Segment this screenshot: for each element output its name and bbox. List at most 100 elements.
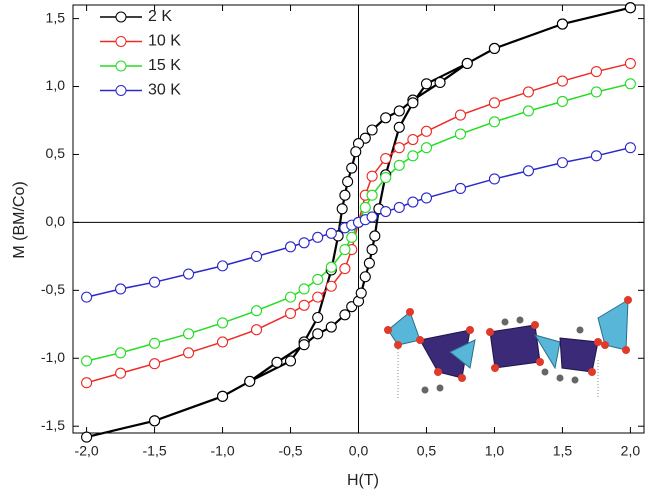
x-tick-label: -1,5 [143, 443, 167, 459]
data-point [299, 340, 309, 350]
y-tick-label: -1,5 [41, 417, 65, 433]
data-point [116, 348, 126, 358]
data-point [326, 322, 336, 332]
data-point [82, 378, 92, 388]
data-point [367, 125, 377, 135]
data-point [625, 3, 635, 13]
data-point [394, 202, 404, 212]
data-point [286, 308, 296, 318]
y-axis-title: M (BM/Co) [11, 181, 28, 258]
y-tick-label: 0,5 [46, 145, 66, 161]
data-point [625, 143, 635, 153]
data-point [394, 122, 404, 132]
data-point [421, 193, 431, 203]
data-point [557, 76, 567, 86]
data-point [557, 19, 567, 29]
data-point [462, 58, 472, 68]
data-point [394, 143, 404, 153]
data-point [218, 337, 228, 347]
data-point [455, 183, 465, 193]
x-axis-title: H(T) [347, 472, 379, 489]
data-point [408, 135, 418, 145]
data-point [489, 98, 499, 108]
data-point [408, 98, 418, 108]
data-point [184, 348, 194, 358]
data-point [150, 416, 160, 426]
data-point [299, 238, 309, 248]
data-point [150, 359, 160, 369]
data-point [489, 43, 499, 53]
data-point [408, 197, 418, 207]
legend-marker [116, 86, 126, 96]
data-point [286, 242, 296, 252]
data-point [184, 269, 194, 279]
y-tick-label: 0,0 [46, 213, 66, 229]
data-point [116, 368, 126, 378]
data-point [82, 356, 92, 366]
data-point [591, 67, 601, 77]
data-point [326, 281, 336, 291]
polyhedron [560, 338, 598, 372]
legend-marker [116, 37, 126, 47]
data-point [381, 113, 391, 123]
data-point [381, 207, 391, 217]
data-point [245, 376, 255, 386]
x-tick-label: -2,0 [75, 443, 99, 459]
data-point [340, 190, 350, 200]
data-point [367, 171, 377, 181]
y-tick-label: -0,5 [41, 281, 65, 297]
legend-label: 10 K [148, 33, 181, 50]
data-point [340, 310, 350, 320]
legend-label: 2 K [148, 8, 172, 25]
data-point [326, 228, 336, 238]
inset-structure [384, 296, 632, 398]
data-point [408, 151, 418, 161]
data-point [421, 79, 431, 89]
polyhedron [388, 312, 420, 345]
data-point [252, 251, 262, 261]
data-point [252, 306, 262, 316]
data-point [299, 284, 309, 294]
x-tick-label: 2,0 [621, 443, 641, 459]
data-point [299, 300, 309, 310]
data-point [381, 154, 391, 164]
data-point [150, 277, 160, 287]
data-point [364, 258, 374, 268]
data-point [557, 96, 567, 106]
data-point [313, 313, 323, 323]
x-tick-label: -1,0 [210, 443, 234, 459]
data-point [367, 245, 377, 255]
data-point [489, 174, 499, 184]
legend-label: 30 K [148, 82, 181, 99]
data-point [370, 231, 380, 241]
data-point [360, 272, 370, 282]
data-point [184, 329, 194, 339]
data-point [337, 204, 347, 214]
x-tick-label: -0,5 [278, 443, 302, 459]
data-point [455, 129, 465, 139]
data-point [82, 292, 92, 302]
data-point [360, 202, 370, 212]
data-point [272, 357, 282, 367]
data-point [523, 166, 533, 176]
data-point [356, 288, 366, 298]
data-point [313, 329, 323, 339]
data-point [489, 117, 499, 127]
data-point [286, 356, 296, 366]
y-tick-label: -1,0 [41, 349, 65, 365]
data-point [340, 264, 350, 274]
data-point [326, 262, 336, 272]
data-point [625, 79, 635, 89]
data-point [286, 292, 296, 302]
data-point [557, 158, 567, 168]
legend-marker [116, 61, 126, 71]
data-point [351, 147, 361, 157]
data-point [252, 325, 262, 335]
data-point [150, 338, 160, 348]
data-point [591, 87, 601, 97]
data-point [367, 212, 377, 222]
data-point [343, 177, 353, 187]
data-point [523, 106, 533, 116]
data-point [347, 163, 357, 173]
data-point [421, 143, 431, 153]
